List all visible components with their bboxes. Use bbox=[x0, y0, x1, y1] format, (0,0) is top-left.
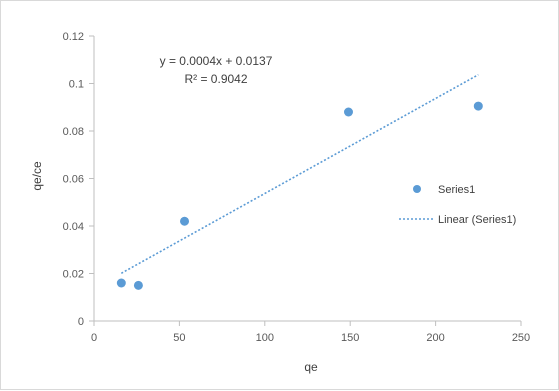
y-tick-label: 0.08 bbox=[63, 126, 84, 138]
legend-series1-marker bbox=[413, 185, 421, 193]
x-tick-label: 200 bbox=[426, 332, 444, 344]
data-point bbox=[473, 101, 483, 111]
legend: Series1 Linear (Series1) bbox=[399, 184, 516, 226]
axes bbox=[93, 36, 521, 322]
x-tick-label: 0 bbox=[91, 332, 97, 344]
x-axis-ticks: 0 50 100 150 200 250 bbox=[91, 321, 530, 344]
legend-series1-label: Series1 bbox=[438, 184, 475, 196]
trendline-equation: y = 0.0004x + 0.0137 bbox=[160, 54, 273, 68]
data-points bbox=[116, 101, 483, 290]
trendline bbox=[120, 74, 479, 274]
x-tick-label: 150 bbox=[341, 332, 359, 344]
y-axis-ticks: 0 0.02 0.04 0.06 0.08 0.1 0.12 bbox=[63, 31, 94, 328]
y-tick-label: 0.12 bbox=[63, 31, 84, 43]
data-point bbox=[343, 107, 353, 117]
data-point bbox=[180, 216, 190, 226]
x-tick-label: 250 bbox=[512, 332, 530, 344]
trendline-r-squared: R² = 0.9042 bbox=[184, 72, 247, 86]
y-axis-title: qe/ce bbox=[30, 161, 44, 191]
x-tick-label: 50 bbox=[173, 332, 185, 344]
x-tick-label: 100 bbox=[256, 332, 274, 344]
data-point bbox=[116, 278, 126, 288]
legend-trendline-label: Linear (Series1) bbox=[438, 214, 516, 226]
y-tick-label: 0.02 bbox=[63, 269, 84, 281]
y-tick-label: 0 bbox=[78, 316, 84, 328]
x-axis-title: qe bbox=[304, 360, 318, 374]
y-tick-label: 0.06 bbox=[63, 174, 84, 186]
y-tick-label: 0.1 bbox=[69, 79, 84, 91]
data-point bbox=[133, 280, 143, 290]
y-tick-label: 0.04 bbox=[63, 221, 84, 233]
